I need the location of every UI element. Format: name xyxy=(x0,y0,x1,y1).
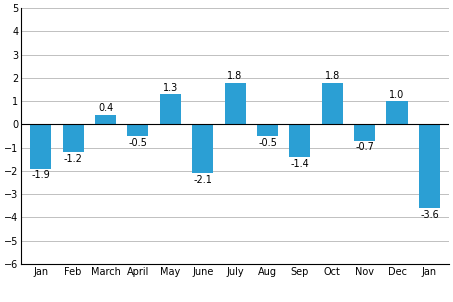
Text: -0.5: -0.5 xyxy=(129,138,147,148)
Bar xyxy=(192,124,213,173)
Text: 1.8: 1.8 xyxy=(227,71,243,81)
Bar xyxy=(30,124,51,169)
Text: -1.2: -1.2 xyxy=(64,154,82,164)
Bar xyxy=(419,124,440,208)
Text: 1.3: 1.3 xyxy=(163,82,178,93)
Text: -0.7: -0.7 xyxy=(355,142,374,152)
Bar xyxy=(63,124,84,152)
Bar xyxy=(127,124,149,136)
Text: -1.9: -1.9 xyxy=(31,170,50,180)
Text: 1.8: 1.8 xyxy=(325,71,340,81)
Bar xyxy=(160,94,181,124)
Bar xyxy=(386,101,408,124)
Text: -3.6: -3.6 xyxy=(420,210,439,220)
Bar xyxy=(95,115,116,124)
Bar xyxy=(354,124,375,141)
Text: 1.0: 1.0 xyxy=(390,89,405,100)
Bar xyxy=(322,82,343,124)
Text: -2.1: -2.1 xyxy=(193,175,212,185)
Text: 0.4: 0.4 xyxy=(98,104,113,114)
Text: -1.4: -1.4 xyxy=(290,159,309,169)
Bar xyxy=(289,124,310,157)
Text: -0.5: -0.5 xyxy=(258,138,277,148)
Bar xyxy=(257,124,278,136)
Bar xyxy=(225,82,246,124)
